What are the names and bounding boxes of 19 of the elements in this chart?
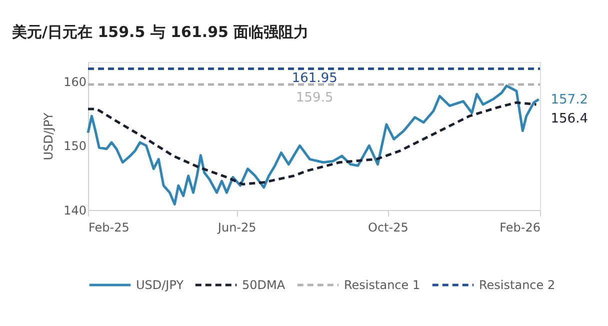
legend-label: USD/JPY (136, 278, 184, 292)
annotation: 159.5 (296, 90, 334, 106)
y-axis-title: USD/JPY (42, 112, 56, 160)
y-tick-label: 160 (64, 74, 86, 89)
chart-title: 美元/日元在 159.5 与 161.95 面临强阻力 (11, 23, 309, 41)
legend-label: Resistance 2 (479, 278, 556, 292)
x-tick-label: Feb-25 (88, 220, 130, 234)
line-series (86, 101, 538, 186)
line-series (86, 84, 540, 206)
annotation: 157.2 (550, 92, 588, 108)
y-tick-label: 150 (64, 139, 86, 154)
legend-label: 50DMA (242, 278, 286, 292)
annotation: 156.4 (550, 111, 588, 126)
x-tick-label: Jun-25 (216, 220, 256, 234)
x-tick-label: Feb-26 (500, 220, 540, 234)
y-tick-label: 140 (64, 204, 86, 218)
x-tick-label: Oct-25 (368, 220, 408, 234)
legend-label: Resistance 1 (344, 278, 420, 292)
annotation: 161.95 (292, 70, 338, 86)
